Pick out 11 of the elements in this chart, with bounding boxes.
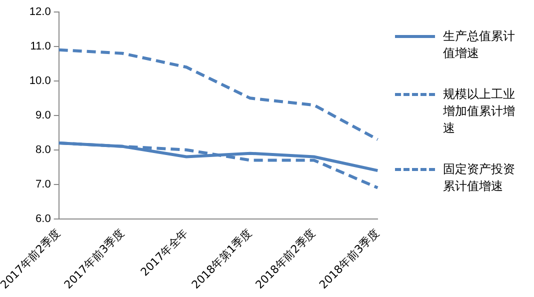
legend-label: 规模以上工业增加值累计增速 bbox=[443, 86, 516, 137]
line-series bbox=[57, 48, 380, 142]
y-tick-label: 9.0 bbox=[36, 109, 51, 122]
y-tick-label: 6.0 bbox=[36, 212, 51, 225]
legend-label: 固定资产投资累计值增速 bbox=[443, 161, 516, 195]
y-tick-label: 7.0 bbox=[36, 178, 51, 190]
y-tick-label: 11.0 bbox=[30, 40, 51, 52]
legend-label: 生产总值累计值增速 bbox=[443, 28, 516, 62]
y-tick-label: 12.0 bbox=[29, 6, 51, 18]
y-tick-label: 8.0 bbox=[36, 144, 51, 156]
y-tick-label: 10.0 bbox=[29, 74, 51, 87]
